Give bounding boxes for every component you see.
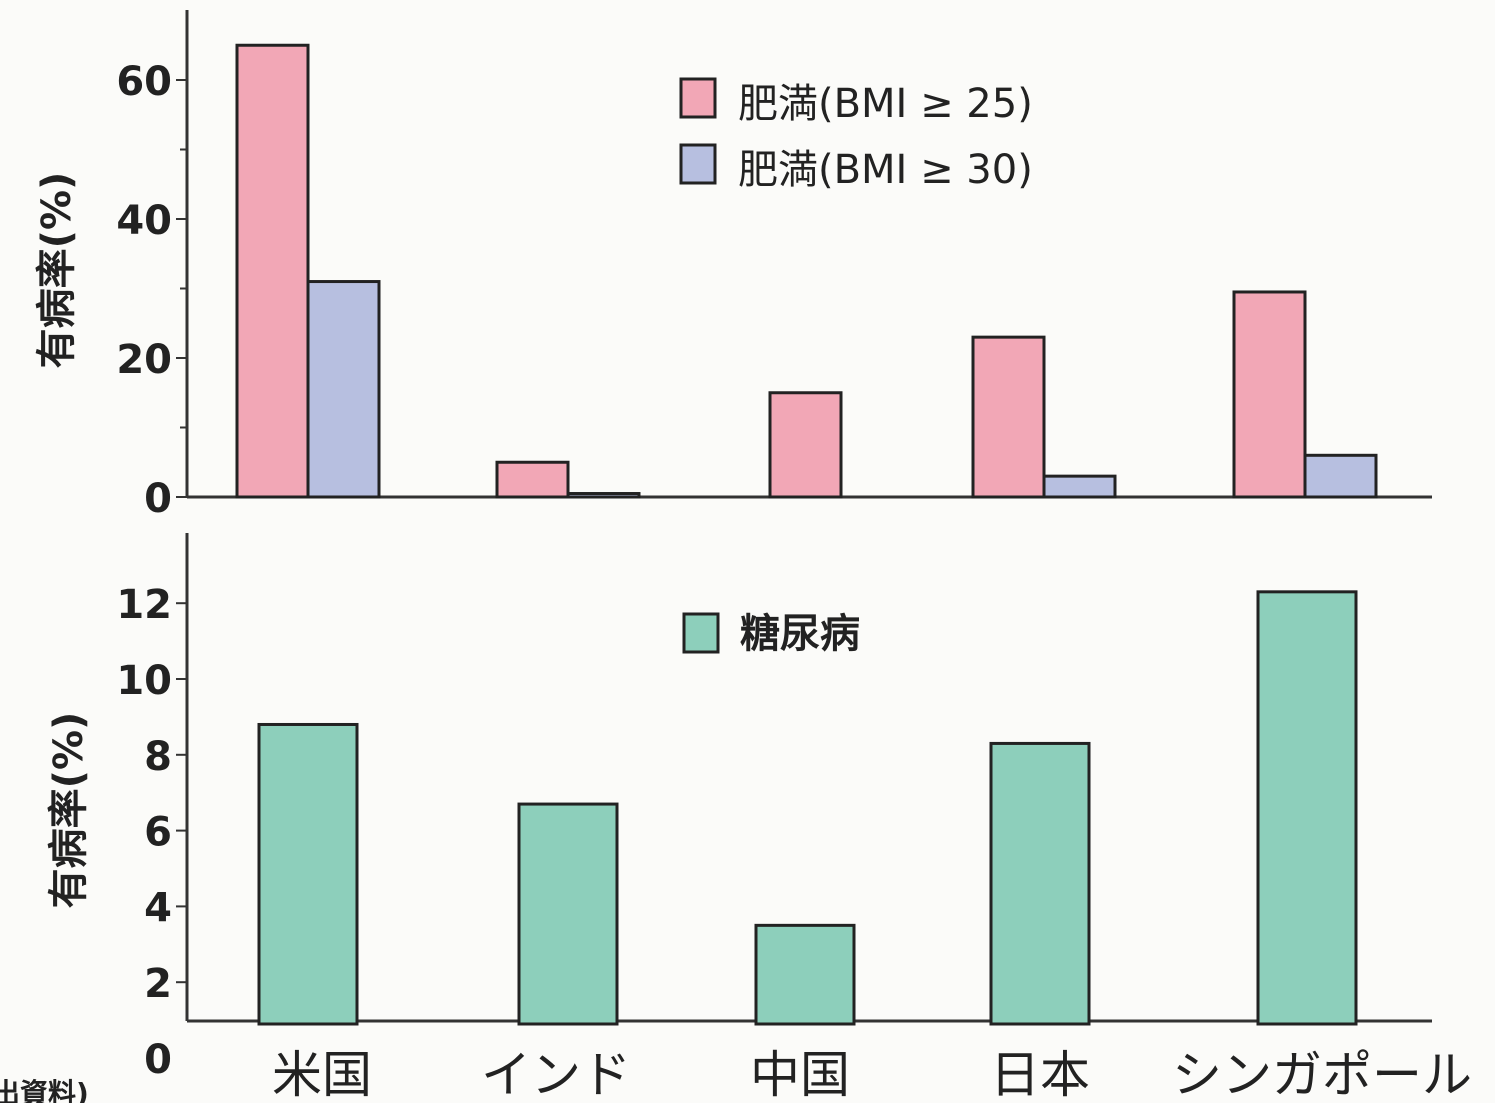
bottom-tick-label: 4 bbox=[144, 885, 172, 931]
bottom-ylabel: 有病率(%) bbox=[46, 712, 92, 909]
bottom-tick-label: 0 bbox=[144, 1037, 172, 1083]
top-bar bbox=[495, 460, 570, 499]
top-bar bbox=[768, 391, 843, 499]
legend-label-diabetes: 糖尿病 bbox=[740, 611, 860, 657]
bottom-tick-label: 6 bbox=[144, 810, 172, 856]
legend-swatch-diabetes bbox=[682, 612, 720, 654]
top-tick-label: 0 bbox=[144, 476, 172, 522]
bottom-legend: 糖尿病 bbox=[682, 611, 860, 657]
legend-label-bmi30: 肥満(BMI ≥ 30) bbox=[738, 147, 1033, 193]
legend-label-bmi25: 肥満(BMI ≥ 25) bbox=[738, 81, 1033, 127]
top-bar bbox=[235, 43, 310, 499]
top-bars bbox=[235, 43, 1378, 499]
bottom-bar bbox=[754, 923, 856, 1026]
bottom-bars bbox=[257, 590, 1358, 1026]
bottom-y-ticks: 0 2 4 6 8 10 12 bbox=[116, 582, 187, 1083]
bottom-bar bbox=[1256, 590, 1358, 1026]
top-ylabel: 有病率(%) bbox=[34, 172, 80, 369]
top-bar bbox=[971, 335, 1046, 499]
top-bar bbox=[566, 492, 641, 499]
category-label: 米国 bbox=[272, 1046, 372, 1103]
bottom-tick-label: 2 bbox=[144, 961, 172, 1007]
top-legend: 肥満(BMI ≥ 25) 肥満(BMI ≥ 30) bbox=[679, 77, 1033, 193]
legend-swatch-bmi30 bbox=[679, 143, 717, 185]
top-bar bbox=[1042, 474, 1117, 499]
top-tick-label: 40 bbox=[116, 198, 172, 244]
bottom-tick-label: 10 bbox=[116, 658, 172, 704]
bottom-chart: 0 2 4 6 8 10 12 有病率(%) 糖尿病 bbox=[46, 533, 1432, 1083]
footnote: 出資料) bbox=[0, 1077, 89, 1103]
category-labels: 米国 インド 中国 日本 シンガポール bbox=[272, 1046, 1472, 1103]
category-label: インド bbox=[481, 1046, 631, 1103]
top-chart: 0 20 40 60 有病率(%) 肥満(BMI ≥ 25) 肥満(BMI ≥ 30) bbox=[34, 10, 1432, 522]
category-label: 日本 bbox=[990, 1046, 1090, 1103]
top-bar bbox=[1303, 453, 1378, 499]
bottom-bar bbox=[257, 722, 359, 1026]
top-y-ticks: 0 20 40 60 bbox=[116, 59, 187, 522]
legend-swatch-bmi25 bbox=[679, 77, 717, 119]
top-bar bbox=[306, 280, 381, 499]
category-label: シンガポール bbox=[1172, 1046, 1472, 1103]
bottom-tick-label: 8 bbox=[144, 734, 172, 780]
category-label: 中国 bbox=[750, 1046, 850, 1103]
bottom-tick-label: 12 bbox=[116, 582, 172, 628]
bottom-bar bbox=[989, 741, 1091, 1026]
top-tick-label: 20 bbox=[116, 337, 172, 383]
top-tick-label: 60 bbox=[116, 59, 172, 105]
bottom-bar bbox=[517, 802, 619, 1026]
top-bar bbox=[1232, 290, 1307, 499]
